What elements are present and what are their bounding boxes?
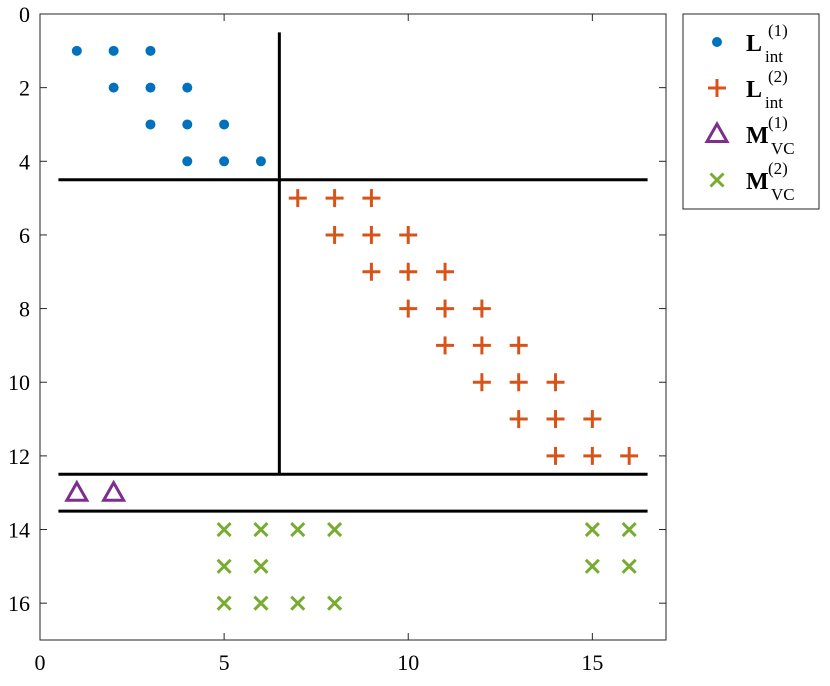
data-point [325,189,344,208]
data-point [216,558,232,574]
data-point [620,446,639,465]
data-point [509,336,528,355]
y-tick-label: 6 [19,223,30,248]
data-point [145,45,156,56]
data-point [546,410,565,429]
data-point [71,45,82,56]
data-point [253,521,269,538]
x-tick-label: 0 [35,650,46,675]
y-tick-label: 14 [8,518,30,543]
legend-label-sup: (2) [768,67,788,86]
data-point [546,373,565,392]
data-point [583,446,602,465]
x-tick-label: 15 [581,650,603,675]
data-point [362,262,381,281]
legend-label-sub: VC [771,139,795,158]
data-point [436,299,455,318]
data-point [145,119,156,130]
data-point [621,558,637,574]
legend-label: L [746,31,762,57]
plot-area: 0 5 10 15 0 2 4 6 8 10 12 14 16 [8,2,667,675]
legend-label-sub: VC [771,185,795,204]
data-point [145,82,156,93]
data-point [182,156,193,167]
data-point [216,595,232,611]
data-point [584,521,600,538]
data-point [509,373,528,392]
data-point [255,156,266,167]
legend-label: L [746,77,762,103]
data-point [290,521,306,538]
legend-label-sub: int [765,93,783,112]
data-point [325,225,344,244]
data-point [101,479,127,502]
data-point [621,521,637,538]
data-point [219,119,230,130]
data-point [509,410,528,429]
data-point [472,299,491,318]
data-point [399,262,418,281]
data-point [362,225,381,244]
data-point [182,82,193,93]
data-point [219,156,230,167]
legend-label-sup: (2) [768,159,788,178]
legend-item: M(1) VC [704,113,795,158]
data-point [327,595,343,611]
series-L_int_2 [288,189,639,465]
data-point [399,225,418,244]
data-point [216,521,232,538]
legend-label-sup: (1) [768,21,788,40]
y-tick-label: 12 [8,444,30,469]
axes-box [39,13,667,641]
y-tick-label: 16 [8,591,30,616]
data-point [253,595,269,611]
legend-item: M(2) VC [709,159,795,204]
y-tick-label: 10 [8,370,30,395]
x-tick-label: 5 [219,650,230,675]
data-point [327,521,343,538]
y-tick-label: 0 [19,2,30,27]
data-point [288,189,307,208]
y-tick-label: 8 [19,297,30,322]
legend-item: L (1) int [712,21,788,66]
data-point [472,373,491,392]
legend-marker [704,120,730,143]
legend-marker [709,172,725,188]
y-tick-label: 2 [19,76,30,101]
data-point [108,82,119,93]
data-point [362,189,381,208]
data-point [584,558,600,574]
series-L_int_1 [71,45,266,167]
data-point [253,558,269,574]
data-point [182,119,193,130]
data-point [436,262,455,281]
x-tick-label: 10 [397,650,419,675]
data-point [472,336,491,355]
data-point [290,595,306,611]
legend-label: M [746,123,769,149]
data-point [546,446,565,465]
legend-label-sub: int [765,47,783,66]
data-point [64,479,90,502]
data-point [583,410,602,429]
data-point [436,336,455,355]
legend-label: M [746,169,769,195]
data-point [399,299,418,318]
legend-marker [712,37,722,47]
y-tick-label: 4 [19,149,30,174]
legend-marker [708,79,726,97]
legend-item: L (2) int [708,67,788,112]
data-point [108,45,119,56]
legend-label-sup: (1) [768,113,788,132]
series-M_VC_2 [216,521,637,611]
series-M_VC_1 [64,479,127,502]
legend-box [682,13,820,210]
